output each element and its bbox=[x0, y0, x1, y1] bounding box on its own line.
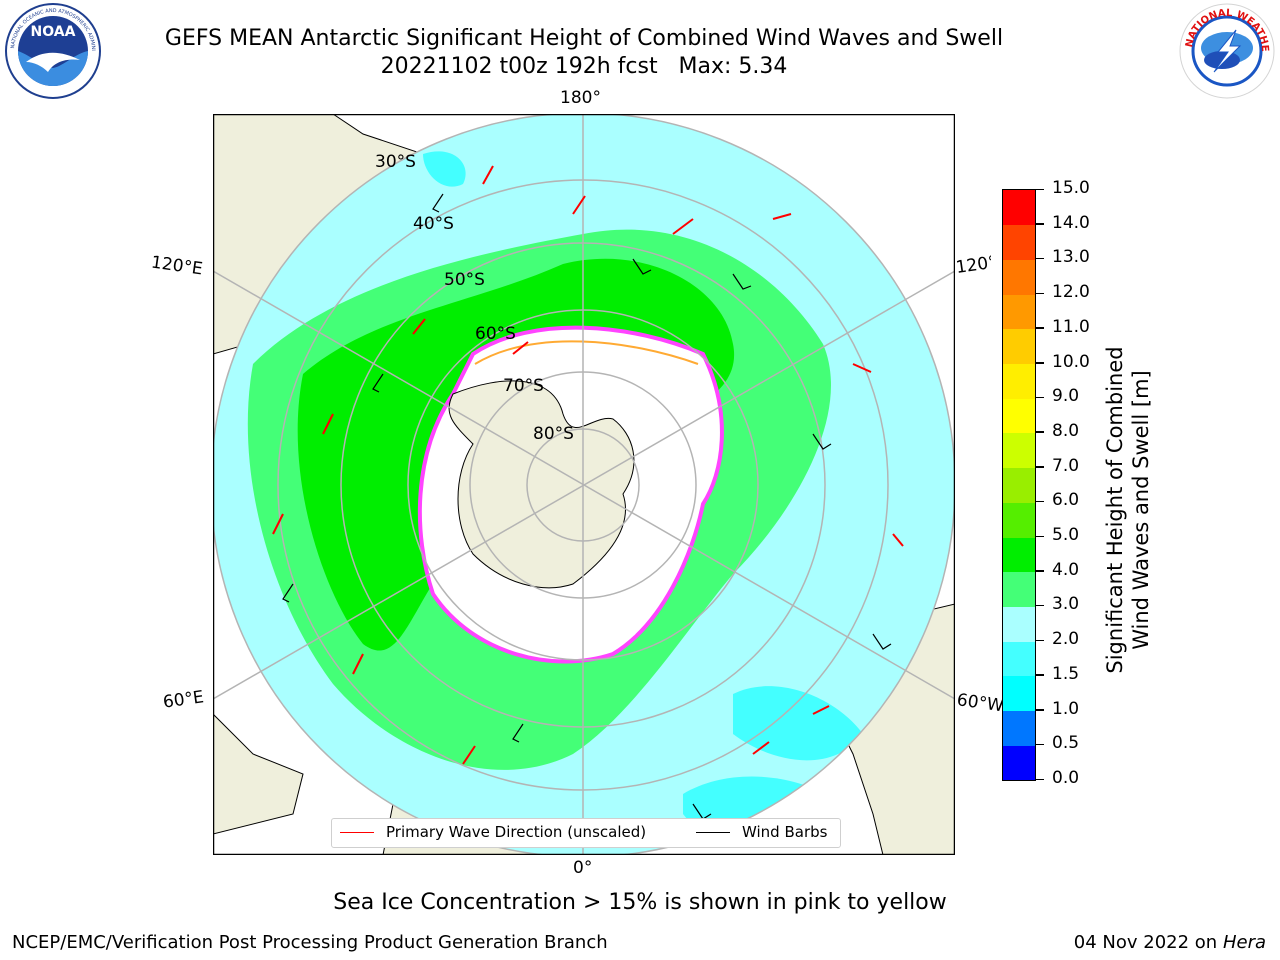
colorbar-tick-mark bbox=[1036, 500, 1044, 503]
lat-label-30s: 30°S bbox=[375, 152, 416, 172]
colorbar-label-line1: Significant Height of Combined bbox=[1103, 346, 1127, 674]
colorbar-swatch bbox=[1003, 502, 1035, 538]
lon-label-120w: 120°W bbox=[956, 252, 991, 278]
colorbar-label: Significant Height of Combined Wind Wave… bbox=[1102, 300, 1154, 720]
colorbar-swatch bbox=[1003, 224, 1035, 260]
colorbar-swatches bbox=[1003, 190, 1035, 781]
credit-line: NCEP/EMC/Verification Post Processing Pr… bbox=[12, 932, 608, 953]
colorbar-tick-label: 0.0 bbox=[1052, 768, 1080, 788]
colorbar-tick-mark bbox=[1036, 709, 1044, 711]
colorbar-tick-label: 11.0 bbox=[1052, 316, 1090, 337]
map-legend: Primary Wave Direction (unscaled) Wind B… bbox=[331, 818, 841, 848]
colorbar-tick-label: 4.0 bbox=[1052, 559, 1080, 580]
colorbar-swatch bbox=[1003, 571, 1035, 607]
colorbar-tick-mark bbox=[1036, 604, 1044, 607]
noaa-logo: NOAA NATIONAL OCEANIC AND ATMOSPHERIC AD… bbox=[1, 0, 102, 100]
lon-label-60e: 60°E bbox=[161, 687, 206, 713]
colorbar-tick-mark bbox=[1036, 674, 1044, 676]
lon-label-180: 180° bbox=[560, 88, 601, 108]
colorbar-tick-label: 12.0 bbox=[1052, 282, 1090, 303]
colorbar-tick-label: 0.5 bbox=[1052, 733, 1080, 754]
colorbar-tick-mark bbox=[1036, 535, 1044, 538]
colorbar-tick-label: 13.0 bbox=[1052, 247, 1090, 268]
colorbar-tick-label: 14.0 bbox=[1052, 212, 1090, 233]
lon-label-0: 0° bbox=[573, 858, 593, 878]
chart-subtitle: 20221102 t00z 192h fcst Max: 5.34 bbox=[380, 54, 788, 79]
colorbar-tick-label: 8.0 bbox=[1052, 420, 1080, 441]
colorbar-tick-mark bbox=[1036, 362, 1044, 364]
lon-label-120w-clip: 120°W bbox=[956, 252, 991, 292]
legend-red-line bbox=[340, 832, 374, 833]
colorbar-swatch bbox=[1003, 294, 1035, 330]
colorbar-swatch bbox=[1003, 432, 1035, 469]
sea-ice-note: Sea Ice Concentration > 15% is shown in … bbox=[333, 890, 947, 915]
chart-title: GEFS MEAN Antarctic Significant Height o… bbox=[164, 26, 1004, 51]
map-panel: 180° 0° 120°E 60°E 120°W 60°W 30°S 40°S … bbox=[150, 88, 1002, 878]
legend-primary-wave: Primary Wave Direction (unscaled) bbox=[340, 823, 646, 841]
colorbar-label-line2: Wind Waves and Swell [m] bbox=[1129, 370, 1153, 650]
colorbar-swatch bbox=[1003, 190, 1035, 226]
colorbar-swatch bbox=[1003, 745, 1035, 781]
colorbar-tick-label: 15.0 bbox=[1052, 178, 1090, 198]
date-line: 04 Nov 2022 on Hera bbox=[1074, 932, 1266, 953]
colorbar-tick-label: 5.0 bbox=[1052, 525, 1080, 546]
colorbar-swatch bbox=[1003, 710, 1035, 746]
lon-label-120e: 120°E bbox=[149, 252, 204, 280]
colorbar-tick-label: 2.0 bbox=[1052, 629, 1080, 650]
colorbar-tick-mark bbox=[1036, 743, 1044, 746]
colorbar-swatch bbox=[1003, 328, 1035, 365]
colorbar-tick-label: 3.0 bbox=[1052, 594, 1080, 615]
lat-label-60s: 60°S bbox=[475, 324, 516, 344]
colorbar-tick-mark bbox=[1036, 327, 1044, 329]
colorbar-tick-label: 1.0 bbox=[1052, 698, 1080, 719]
colorbar-tick-mark bbox=[1036, 639, 1044, 642]
colorbar-swatch bbox=[1003, 675, 1035, 712]
colorbar-swatch bbox=[1003, 467, 1035, 503]
lat-label-80s: 80°S bbox=[533, 424, 574, 444]
date-text: 04 Nov 2022 on bbox=[1073, 932, 1218, 953]
legend-black-line bbox=[696, 832, 730, 833]
machine-name: Hera bbox=[1222, 932, 1266, 953]
legend-wind-barbs: Wind Barbs bbox=[696, 823, 827, 841]
colorbar-tick-label: 9.0 bbox=[1052, 386, 1080, 407]
polar-map bbox=[212, 113, 956, 856]
colorbar-tick-mark bbox=[1036, 466, 1044, 468]
lat-label-50s: 50°S bbox=[444, 270, 485, 290]
colorbar-tick-mark bbox=[1036, 188, 1044, 190]
colorbar-swatch bbox=[1003, 398, 1035, 434]
primary-wave-direction-arrows bbox=[272, 165, 904, 765]
colorbar-swatch bbox=[1003, 259, 1035, 295]
colorbar-tick-label: 10.0 bbox=[1052, 351, 1090, 372]
colorbar-tick-mark bbox=[1036, 778, 1044, 780]
colorbar-swatch bbox=[1003, 606, 1035, 642]
colorbar-tick-label: 1.5 bbox=[1052, 663, 1080, 684]
colorbar-tick-label: 6.0 bbox=[1052, 490, 1080, 511]
colorbar-swatch bbox=[1003, 641, 1035, 677]
nws-logo: NATIONAL WEATHER SERVICE bbox=[1174, 0, 1276, 100]
legend-wind-barbs-label: Wind Barbs bbox=[742, 823, 828, 841]
colorbar-swatch bbox=[1003, 363, 1035, 399]
colorbar-tick-mark bbox=[1036, 570, 1044, 572]
legend-primary-wave-label: Primary Wave Direction (unscaled) bbox=[386, 823, 647, 841]
lat-label-40s: 40°S bbox=[413, 214, 454, 234]
colorbar-swatch bbox=[1003, 537, 1035, 573]
colorbar-tick-mark bbox=[1036, 257, 1044, 260]
colorbar-tick-mark bbox=[1036, 292, 1044, 295]
colorbar bbox=[1002, 189, 1036, 781]
colorbar-tick-mark bbox=[1036, 431, 1044, 433]
colorbar-tick-label: 7.0 bbox=[1052, 455, 1080, 476]
colorbar-tick-mark bbox=[1036, 396, 1044, 399]
noaa-logo-text: NOAA bbox=[31, 24, 76, 40]
lon-label-60w: 60°W bbox=[957, 690, 1002, 717]
lon-label-60w-clip: 60°W bbox=[957, 684, 1002, 724]
colorbar-tick-mark bbox=[1036, 223, 1044, 225]
lat-label-70s: 70°S bbox=[503, 376, 544, 396]
